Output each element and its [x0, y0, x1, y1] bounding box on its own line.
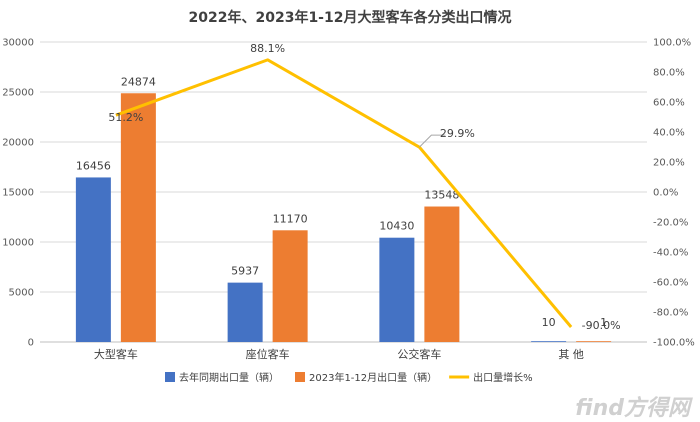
bar — [227, 282, 263, 342]
bar — [424, 206, 460, 342]
legend: 去年同期出口量（辆） 2023年1-12月出口量（辆） 出口量增长% — [165, 371, 533, 384]
bar-data-label: 10430 — [379, 220, 414, 233]
right-tick-label: -40.0% — [653, 248, 688, 259]
bar — [576, 341, 612, 342]
growth-line-path — [115, 58, 573, 328]
left-tick-label: 25000 — [2, 88, 34, 99]
left-tick-label: 30000 — [2, 38, 34, 49]
left-tick-label: 5000 — [9, 288, 34, 299]
right-tick-label: -100.0% — [653, 338, 695, 349]
right-tick-label: 100.0% — [653, 38, 691, 49]
bar-data-label: 1 — [600, 316, 607, 329]
left-tick-label: 15000 — [2, 188, 34, 199]
bar-labels: 16456 5937 10430 10 24874 11170 13548 1 — [76, 75, 607, 329]
right-tick-label: -60.0% — [653, 278, 688, 289]
bar-data-label: 10 — [542, 316, 556, 329]
right-tick-label: 80.0% — [653, 68, 685, 79]
right-tick-label: 20.0% — [653, 158, 685, 169]
line-data-label: 88.1% — [250, 42, 285, 55]
bar — [120, 93, 156, 342]
bar — [75, 177, 111, 342]
bar-data-label: 13548 — [424, 189, 459, 202]
right-tick-label: 60.0% — [653, 98, 685, 109]
right-tick-label: 40.0% — [653, 128, 685, 139]
left-tick-label: 0 — [28, 338, 34, 349]
category-label: 座位客车 — [246, 347, 290, 361]
bar — [531, 341, 567, 342]
bar-data-label: 24874 — [121, 75, 156, 88]
left-tick-label: 10000 — [2, 238, 34, 249]
bar — [379, 237, 415, 342]
legend-label: 去年同期出口量（辆） — [179, 371, 279, 384]
bar — [272, 230, 308, 342]
legend-swatch — [165, 372, 175, 382]
category-label: 其 他 — [558, 348, 584, 361]
watermark-logo: find方得网 — [575, 395, 693, 421]
leader-line — [419, 134, 446, 148]
category-label: 大型客车 — [94, 347, 138, 361]
chart-title: 2022年、2023年1-12月大型客车各分类出口情况 — [189, 9, 512, 26]
legend-label: 2023年1-12月出口量（辆） — [309, 371, 437, 384]
left-axis: 0 5000 10000 15000 20000 25000 30000 — [2, 38, 34, 349]
line-labels: 51.2% 88.1% 29.9% -90.0% — [108, 42, 620, 332]
right-tick-label: 0.0% — [653, 188, 678, 199]
bar-data-label: 11170 — [273, 212, 308, 225]
line-data-label: -90.0% — [582, 319, 621, 332]
right-tick-label: -80.0% — [653, 308, 688, 319]
line-data-label: 51.2% — [108, 111, 143, 124]
growth-line — [115, 58, 573, 328]
left-tick-label: 20000 — [2, 138, 34, 149]
legend-label: 出口量增长% — [473, 371, 533, 384]
bar-data-label: 5937 — [231, 265, 259, 278]
category-label: 公交客车 — [397, 347, 441, 361]
right-axis: -100.0% -80.0% -60.0% -40.0% -20.0% 0.0% 20.0%… — [653, 38, 695, 349]
category-axis: 大型客车 座位客车 公交客车 其 他 — [94, 347, 584, 361]
line-data-label: 29.9% — [440, 127, 475, 140]
legend-swatch — [295, 372, 305, 382]
right-tick-label: -20.0% — [653, 218, 688, 229]
bars — [75, 93, 612, 342]
bar-data-label: 16456 — [76, 159, 111, 172]
